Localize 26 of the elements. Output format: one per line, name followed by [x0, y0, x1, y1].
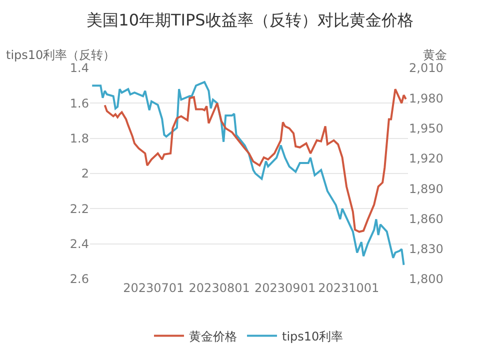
x-tick-label: 20230801: [188, 281, 250, 295]
chart-title: 美国10年期TIPS收益率（反转）对比黄金价格: [86, 10, 414, 30]
line-series: [91, 81, 405, 266]
y-tick-label: 2.6: [70, 272, 89, 286]
legend-label: tips10利率: [282, 329, 344, 344]
y2-tick-label: 1,950: [409, 121, 444, 136]
y-tick-label: 1.8: [70, 132, 89, 146]
y2-axis-title: 黄金: [423, 48, 447, 62]
y2-tick-label: 1,800: [409, 272, 444, 286]
legend-label: 黄金价格: [189, 329, 237, 344]
x-tick-label: 20231001: [318, 281, 380, 295]
y2-tick-label: 1,920: [409, 152, 444, 166]
x-tick-label: 20230701: [123, 281, 184, 295]
y-axis-title: tips10利率（反转）: [6, 48, 116, 62]
y-tick-label: 2: [81, 166, 89, 181]
x-tick-label: 20230901: [254, 281, 316, 295]
y2-tick-label: 1,890: [409, 182, 444, 196]
line-series: [104, 88, 407, 233]
y2-tick-label: 2,010: [409, 61, 444, 76]
y-tick-label: 1.6: [70, 96, 89, 110]
y2-tick-label: 1,980: [409, 91, 444, 106]
y-tick-label: 1.4: [70, 61, 89, 76]
y-tick-label: 2.2: [70, 202, 89, 216]
y2-tick-label: 1,860: [409, 212, 444, 226]
y2-tick-label: 1,830: [409, 242, 444, 256]
y-tick-label: 2.4: [70, 237, 89, 252]
